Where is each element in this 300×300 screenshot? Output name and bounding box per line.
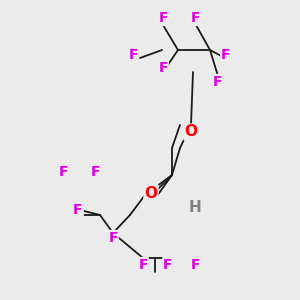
Text: F: F [90,165,100,179]
Text: F: F [73,203,83,217]
Text: F: F [158,11,168,25]
Text: O: O [184,124,197,140]
Text: F: F [191,11,201,25]
Text: F: F [108,231,118,245]
Text: F: F [138,258,148,272]
Text: F: F [58,165,68,179]
Text: F: F [221,48,231,62]
Text: F: F [163,258,173,272]
Text: O: O [145,185,158,200]
Text: F: F [128,48,138,62]
Text: F: F [213,75,223,89]
Text: H: H [189,200,201,214]
Text: F: F [158,61,168,75]
Text: F: F [191,258,201,272]
